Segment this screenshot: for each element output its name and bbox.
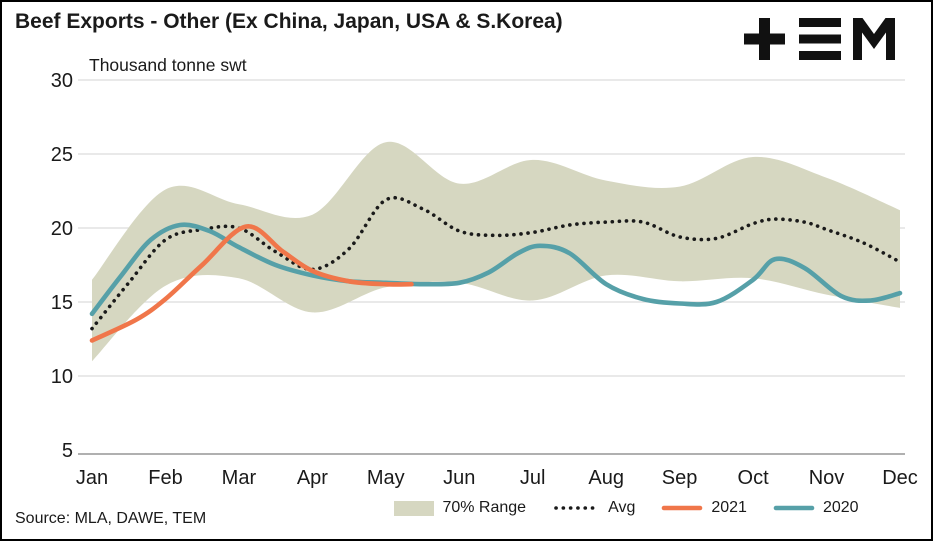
page-title: Beef Exports - Other (Ex China, Japan, U…: [15, 10, 563, 33]
legend-label-2020: 2020: [822, 499, 859, 516]
x-tick-label: Apr: [297, 467, 328, 489]
y-tick-label: 20: [51, 218, 73, 240]
logo-bar-bottom: [799, 51, 841, 60]
y-tick-label: 25: [51, 144, 73, 166]
line-2020-swatch: [773, 505, 815, 511]
avg-line-swatch: [554, 506, 598, 510]
legend-label-range: 70% Range: [442, 499, 527, 516]
x-tick-label: Nov: [809, 467, 845, 489]
avg-line: [90, 195, 902, 331]
x-tick-label: Sep: [662, 467, 698, 489]
legend-label-avg: Avg: [608, 499, 636, 516]
series-2020-line: [89, 222, 903, 317]
legend-item-2021: 2021: [661, 499, 747, 517]
x-tick-label: Dec: [882, 467, 918, 489]
logo-bar-middle: [799, 34, 841, 44]
y-tick-label: 30: [51, 70, 73, 92]
legend-label-2021: 2021: [711, 499, 747, 516]
x-tick-label: Aug: [588, 467, 624, 489]
legend-item-avg: Avg: [552, 499, 635, 517]
range-band-swatch-rect: [394, 500, 435, 516]
x-tick-label: Oct: [738, 467, 770, 489]
logo-bar-top: [799, 18, 841, 27]
range-band: [92, 141, 900, 362]
tem-logo: [743, 17, 895, 61]
x-tick-label: May: [367, 467, 405, 489]
y-tick-label: 15: [51, 292, 73, 314]
range-band-swatch: [394, 500, 435, 516]
unit-caption: Thousand tonne swt: [89, 55, 247, 75]
series-2021-line: [89, 224, 414, 343]
x-tick-label: Jun: [443, 467, 475, 489]
logo-m-glyph: [853, 18, 895, 60]
source-note: Source: MLA, DAWE, TEM: [15, 510, 207, 527]
logo-plus-horizontal: [744, 33, 785, 45]
x-tick-label: Mar: [222, 467, 257, 489]
y-tick-label: 5: [62, 440, 73, 462]
line-2021-swatch: [662, 505, 703, 511]
legend-item-2020: 2020: [773, 499, 859, 517]
x-tick-label: Jul: [520, 467, 546, 489]
legend: 70% Range Avg 2021 2020: [332, 495, 921, 521]
x-tick-label: Feb: [148, 467, 182, 489]
y-tick-label: 10: [51, 366, 73, 388]
tem-logo-icon: [744, 18, 895, 60]
x-tick-label: Jan: [76, 467, 108, 489]
legend-item-range: 70% Range: [394, 499, 526, 517]
